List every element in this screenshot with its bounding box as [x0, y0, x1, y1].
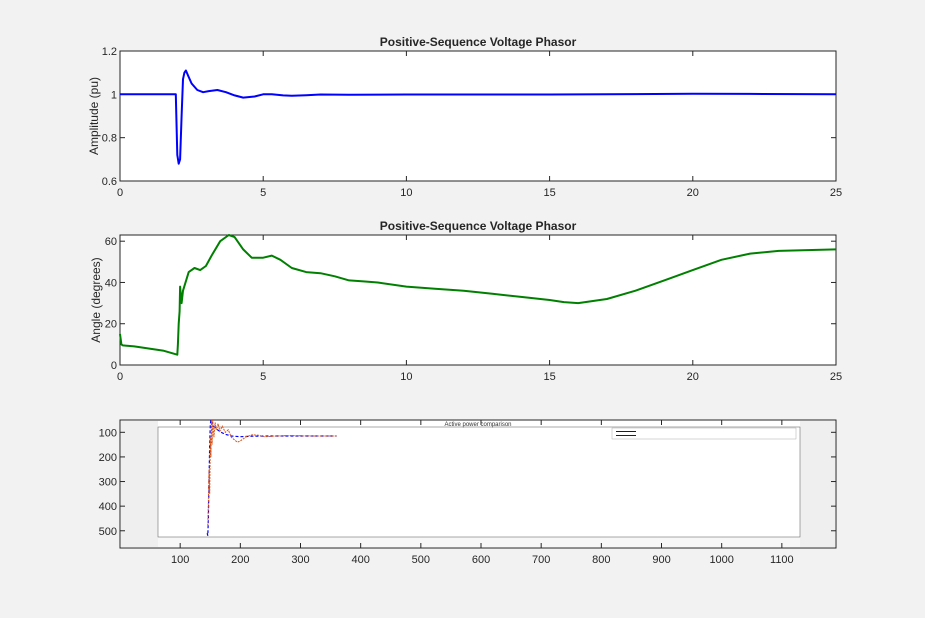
amplitude-ticks: 0 5 10 15 20 25 0.6 0.8 1 1.2	[102, 46, 842, 199]
embedded-figure-bottom-margin	[158, 537, 800, 547]
x-tick-label: 500	[412, 554, 430, 566]
angle-title: Positive-Sequence Voltage Phasor	[380, 219, 577, 233]
angle-series-line	[119, 234, 837, 356]
x-tick-label: 10	[400, 187, 412, 199]
y-tick-label: 0.8	[102, 133, 117, 145]
y-tick-label: 500	[99, 526, 117, 538]
x-tick-label: 900	[652, 554, 670, 566]
x-tick-label: 15	[543, 371, 555, 383]
embedded-legend-box	[611, 427, 797, 440]
y-tick-label: 1	[111, 89, 117, 101]
y-tick-label: 300	[99, 477, 117, 489]
amplitude-title: Positive-Sequence Voltage Phasor	[380, 35, 577, 49]
x-tick-label: 25	[830, 371, 842, 383]
x-tick-label: 25	[830, 187, 842, 199]
angle-plot-area	[119, 234, 837, 366]
x-tick-label: 10	[400, 371, 412, 383]
y-tick-label: 0.6	[102, 176, 117, 188]
x-tick-label: 1100	[770, 554, 794, 566]
angle-ticks: 0 5 10 15 20 25 0 20 40 60	[105, 235, 842, 383]
x-tick-label: 15	[543, 187, 555, 199]
y-tick-label: 20	[105, 319, 117, 331]
subplot-angle: Positive-Sequence Voltage Phasor Angle (…	[89, 219, 842, 383]
x-tick-label: 0	[117, 187, 123, 199]
y-tick-label: 400	[99, 501, 117, 513]
x-tick-label: 400	[351, 554, 369, 566]
embedded-inner-axes	[157, 426, 801, 538]
y-tick-label: 200	[99, 452, 117, 464]
x-tick-label: 300	[291, 554, 309, 566]
embedded-figure-left-margin	[121, 421, 158, 547]
embedded-legend	[611, 427, 797, 440]
angle-y-axis-label: Angle (degrees)	[89, 257, 103, 342]
x-tick-label: 1000	[709, 554, 733, 566]
amplitude-y-axis-label: Amplitude (pu)	[87, 77, 101, 155]
y-tick-label: 60	[105, 236, 117, 248]
x-tick-label: 20	[687, 371, 699, 383]
active-power-series	[206, 417, 337, 536]
amplitude-series-line	[120, 69, 837, 165]
x-tick-label: 100	[171, 554, 189, 566]
x-tick-label: 600	[472, 554, 490, 566]
y-tick-label: 1.2	[102, 46, 117, 58]
subplot-amplitude: Positive-Sequence Voltage Phasor Amplitu…	[87, 35, 842, 199]
x-tick-label: 200	[231, 554, 249, 566]
active-power-ticks: 100 200 300 400 500 600 700 800 900 1000 1100 100 20…	[99, 420, 836, 566]
x-tick-label: 700	[532, 554, 550, 566]
embedded-title: Active power comparison	[444, 422, 511, 428]
x-tick-label: 20	[687, 187, 699, 199]
y-tick-label: 100	[99, 427, 117, 439]
y-tick-label: 0	[111, 360, 117, 372]
x-tick-label: 5	[260, 187, 266, 199]
amplitude-plot-area	[119, 50, 837, 182]
active-power-series-orange	[207, 419, 337, 526]
x-tick-label: 0	[117, 371, 123, 383]
y-tick-label: 40	[105, 277, 117, 289]
x-tick-label: 800	[592, 554, 610, 566]
x-tick-label: 5	[260, 371, 266, 383]
embedded-figure-right-margin	[800, 421, 835, 547]
subplot-active-power: Active power comparison 100 200 300 400 500 6…	[99, 417, 837, 566]
